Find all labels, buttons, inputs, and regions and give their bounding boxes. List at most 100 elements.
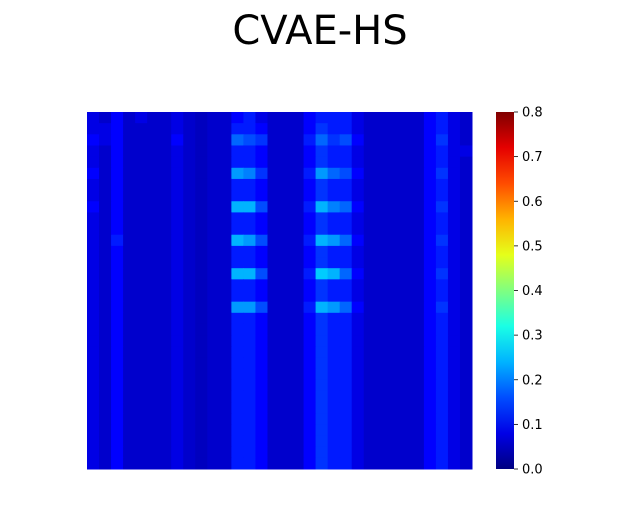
heatmap-cell: [87, 234, 100, 247]
heatmap-cell: [207, 234, 220, 247]
heatmap-cell: [459, 379, 473, 392]
heatmap-cell: [219, 346, 232, 358]
heatmap-cell: [195, 413, 208, 425]
heatmap-cell: [447, 390, 461, 403]
heatmap-cell: [123, 402, 136, 414]
heatmap-cell: [459, 134, 473, 146]
heatmap-cell: [231, 212, 244, 225]
heatmap-cell: [303, 167, 317, 180]
heatmap-cell: [159, 190, 172, 202]
heatmap-cell: [339, 402, 353, 414]
heatmap-cell: [99, 178, 112, 191]
heatmap-cell: [111, 245, 124, 258]
heatmap-cell: [435, 457, 449, 470]
heatmap-cell: [183, 301, 196, 314]
heatmap-cell: [147, 301, 160, 314]
heatmap-cell: [87, 223, 100, 236]
heatmap-cell: [339, 290, 353, 303]
heatmap-cell: [447, 357, 461, 370]
heatmap-cell: [447, 368, 461, 381]
heatmap-cell: [387, 145, 401, 158]
heatmap-cell: [387, 223, 401, 236]
heatmap-cell: [351, 357, 365, 370]
heatmap-cell: [327, 435, 341, 448]
heatmap-cell: [375, 223, 389, 236]
heatmap-cell: [219, 312, 232, 325]
heatmap-cell: [231, 257, 244, 269]
heatmap-cell: [327, 156, 341, 169]
heatmap-cell: [195, 301, 208, 314]
heatmap-cell: [267, 446, 280, 459]
heatmap-cell: [387, 290, 401, 303]
heatmap-cell: [195, 178, 208, 191]
colorbar-tick-label: 0.3: [522, 329, 543, 344]
heatmap-cell: [207, 402, 220, 414]
heatmap-cell: [207, 201, 220, 213]
heatmap-cell: [291, 335, 305, 347]
heatmap-cell: [123, 279, 136, 291]
heatmap-cell: [423, 201, 437, 213]
heatmap-cell: [183, 279, 196, 291]
heatmap-cell: [171, 234, 184, 247]
heatmap-cell: [267, 156, 280, 169]
heatmap-cell: [459, 402, 473, 414]
heatmap-cell: [387, 212, 401, 225]
heatmap-cell: [171, 357, 184, 370]
heatmap-cell: [303, 112, 317, 124]
heatmap-cell: [243, 268, 256, 280]
heatmap-cell: [447, 379, 461, 392]
heatmap-cell: [363, 190, 377, 202]
heatmap-cell: [99, 301, 112, 314]
heatmap-cell: [159, 446, 172, 459]
heatmap-cell: [375, 457, 389, 470]
heatmap-cell: [351, 156, 365, 169]
heatmap-cell: [363, 290, 377, 303]
heatmap-cell: [351, 379, 365, 392]
heatmap-cell: [339, 446, 353, 459]
heatmap-cell: [123, 424, 136, 437]
heatmap-cell: [315, 268, 329, 280]
heatmap-cell: [207, 390, 220, 403]
heatmap-cell: [99, 357, 112, 370]
heatmap-cell: [459, 312, 473, 325]
heatmap-cell: [423, 234, 437, 247]
heatmap-cell: [183, 234, 196, 247]
heatmap-cell: [99, 446, 112, 459]
heatmap-cell: [447, 156, 461, 169]
heatmap-cell: [135, 446, 148, 459]
heatmap-cell: [219, 201, 232, 213]
heatmap-cell: [159, 167, 172, 180]
heatmap-cell: [267, 290, 280, 303]
heatmap-cell: [195, 223, 208, 236]
heatmap-cell: [327, 379, 341, 392]
heatmap-cell: [351, 312, 365, 325]
heatmap-cell: [399, 234, 413, 247]
heatmap-cell: [207, 424, 220, 437]
heatmap-cell: [87, 357, 100, 370]
heatmap-cell: [327, 446, 341, 459]
heatmap-cell: [363, 379, 377, 392]
heatmap-cell: [99, 413, 112, 425]
heatmap-cell: [459, 223, 473, 236]
heatmap-cell: [339, 268, 353, 280]
heatmap-cell: [315, 424, 329, 437]
heatmap-cell: [435, 212, 449, 225]
heatmap-cell: [135, 234, 148, 247]
heatmap-cell: [231, 446, 244, 459]
heatmap-cell: [327, 357, 341, 370]
heatmap-cell: [267, 435, 280, 448]
heatmap-cell: [291, 156, 305, 169]
heatmap-cell: [243, 335, 256, 347]
heatmap-cell: [399, 212, 413, 225]
heatmap-cell: [255, 223, 268, 236]
heatmap-cell: [195, 390, 208, 403]
heatmap-cell: [387, 323, 401, 336]
heatmap-cell: [111, 112, 124, 124]
heatmap-cell: [363, 223, 377, 236]
heatmap-cell: [303, 201, 317, 213]
heatmap-cell: [123, 435, 136, 448]
heatmap-cell: [339, 323, 353, 336]
heatmap-cell: [327, 346, 341, 358]
heatmap-cell: [147, 145, 160, 158]
heatmap-cell: [459, 435, 473, 448]
